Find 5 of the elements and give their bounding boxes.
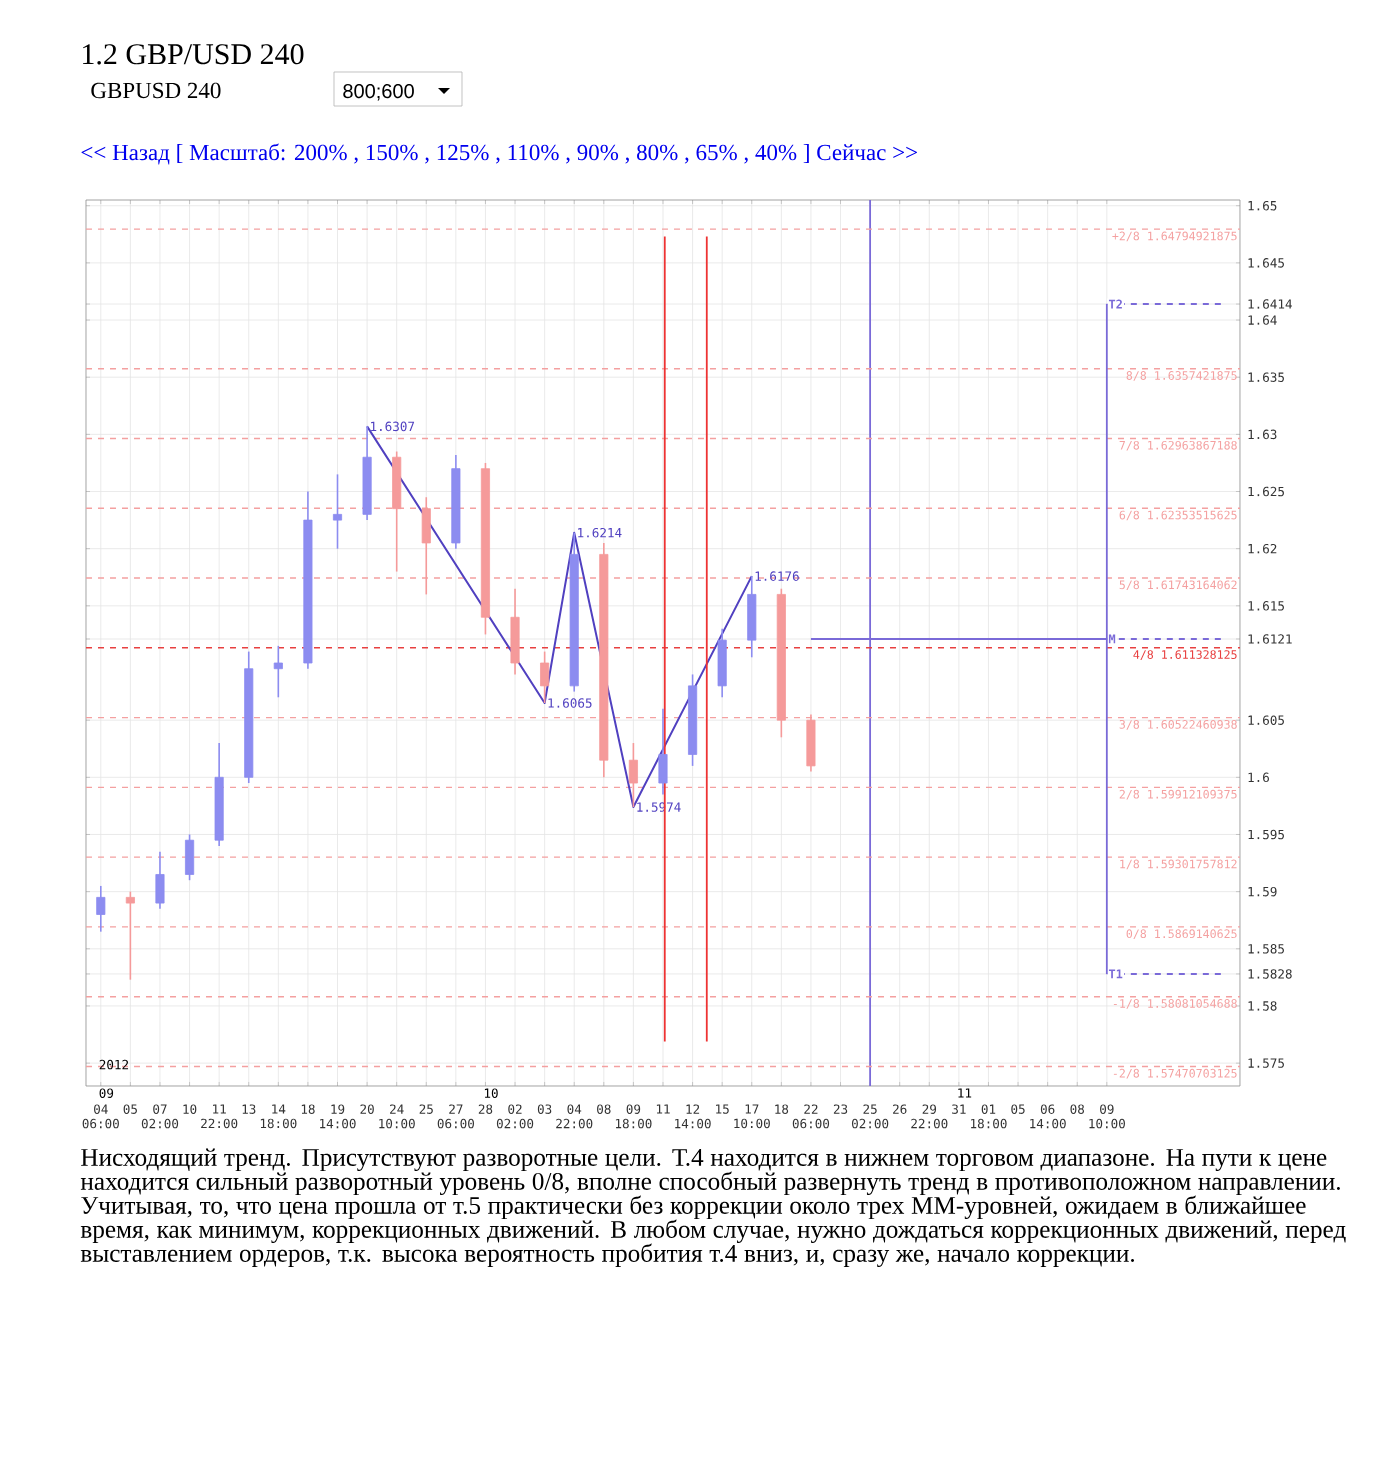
text: << Назад [ Масштаб: 200% , 150% , 125% , 110% , 90% , 80% , 65% , 40% ] Сейчас >> [81, 143, 917, 165]
text: 800;600 [343, 84, 414, 101]
text: Нисходящий тренд. Присутствуют разворотные цели. Т.4 находится в нижнем торговом диапазоне. На пути к цене находится сильный разворотный уровень 0/8, вполне способный развернуть тренд в противоположном направлении. Учитывая, то, что цена прошла от т.5 практически без коррекции около трех ММ-уровней, ожидаем в ближайшее время, как минимум, коррекционных движений. В любом случае, нужно дождаться коррекционных движений, перед выставлением ордеров, т.к. высока вероятность пробития т.4 вниз, и, сразу же, начало коррекции. [80, 1148, 1346, 1268]
chart-subtitle: GBPUSD 240 [91, 82, 221, 99]
chart-title: 1.2 GBP/USD 240 [83, 44, 304, 65]
